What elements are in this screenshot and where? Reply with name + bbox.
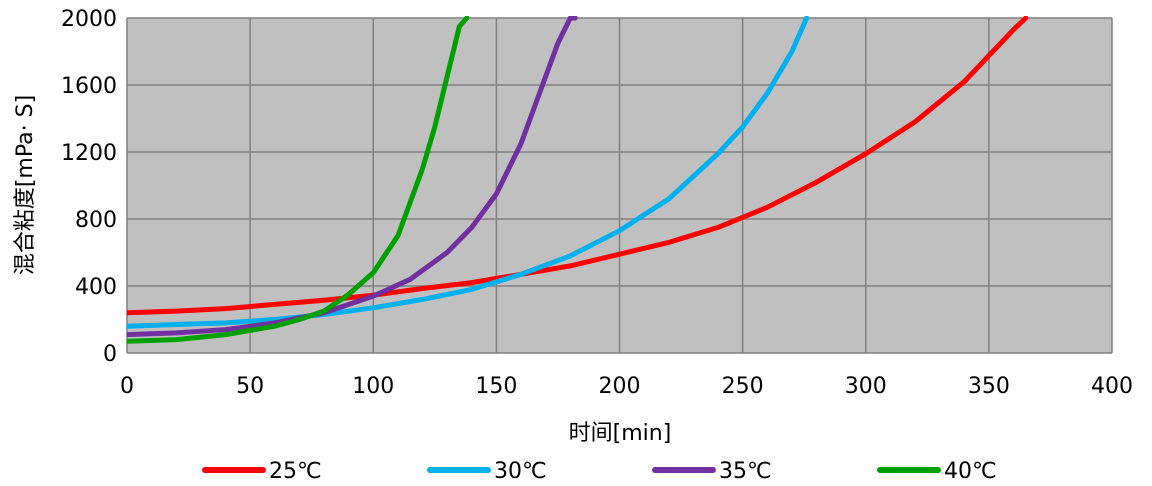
- series-line-40c: [127, 16, 470, 344]
- x-tick-label: 200: [599, 374, 641, 399]
- series-line-30c: [127, 16, 810, 329]
- x-tick-label: 300: [845, 374, 887, 399]
- x-tick-label: 350: [968, 374, 1010, 399]
- legend: 25℃ 30℃ 35℃ 40℃: [202, 459, 997, 484]
- series-lines: [127, 16, 1029, 344]
- legend-label: 40℃: [944, 459, 997, 484]
- y-axis-title: 混合粘度[mPa· S]: [13, 95, 38, 275]
- legend-label: 35℃: [719, 459, 772, 484]
- y-tick-label: 800: [75, 208, 117, 233]
- y-tick-label: 2000: [61, 7, 117, 32]
- y-tick-label: 1200: [61, 141, 117, 166]
- series-line-35c: [127, 16, 578, 338]
- legend-label: 25℃: [269, 459, 322, 484]
- x-axis-title: 时间[min]: [569, 421, 672, 446]
- x-tick-label: 0: [120, 374, 134, 399]
- y-tick-label: 400: [75, 275, 117, 300]
- x-tick-label: 100: [352, 374, 394, 399]
- x-tick-label: 400: [1091, 374, 1133, 399]
- y-tick-labels: 0 400 800 1200 1600 2000: [61, 7, 117, 367]
- x-tick-label: 250: [722, 374, 764, 399]
- y-tick-label: 0: [103, 342, 117, 367]
- x-tick-label: 50: [236, 374, 264, 399]
- y-tick-label: 1600: [61, 74, 117, 99]
- legend-label: 30℃: [494, 459, 547, 484]
- series-line-25c: [127, 16, 1029, 316]
- x-tick-labels: 0 50 100 150 200 250 300 350 400: [120, 374, 1133, 399]
- gridlines: [126, 17, 1113, 354]
- x-tick-label: 150: [475, 374, 517, 399]
